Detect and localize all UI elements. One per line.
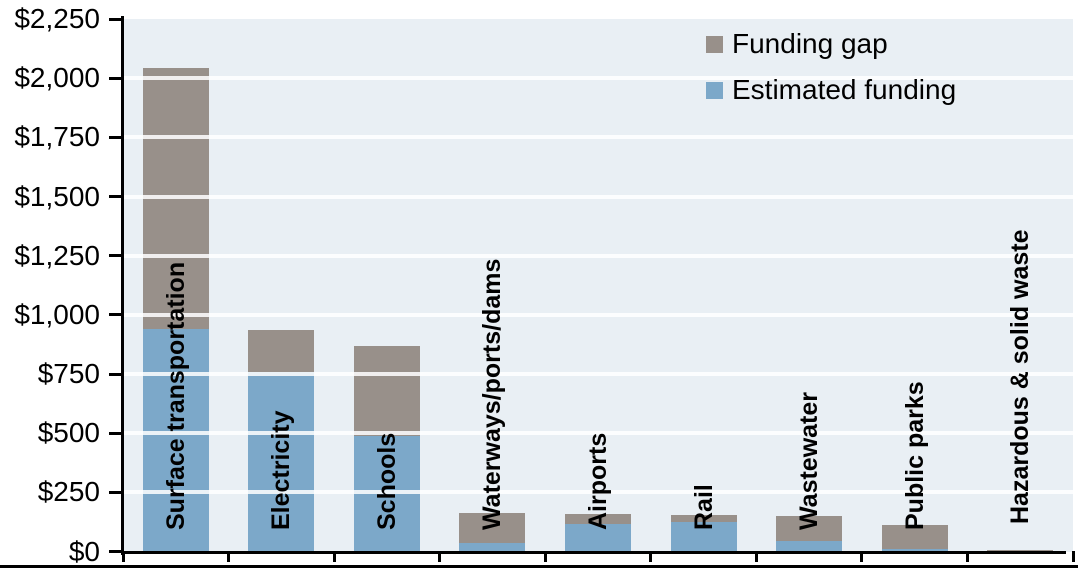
category-label: Rail <box>689 484 718 530</box>
bar-segment-estimated-funding <box>776 540 843 552</box>
x-tick <box>649 551 653 562</box>
x-tick <box>965 551 969 562</box>
x-tick <box>332 551 336 562</box>
category-label: Surface transportation <box>161 261 190 530</box>
gridline <box>123 431 1073 436</box>
category-label: Waterways/ports/dams <box>478 258 507 530</box>
gridline <box>123 490 1073 495</box>
gridline <box>123 76 1073 81</box>
legend-item: Estimated funding <box>706 74 957 105</box>
x-tick <box>121 551 125 562</box>
category-label: Electricity <box>267 410 296 530</box>
x-tick <box>543 551 547 562</box>
x-tick <box>1071 551 1075 562</box>
y-tick <box>109 372 123 376</box>
y-axis-label: $2,250 <box>14 3 100 34</box>
category-label: Airports <box>584 432 612 530</box>
gridline <box>123 372 1073 376</box>
bar-segment-funding-gap <box>565 514 631 525</box>
bar-segment-estimated-funding <box>881 548 948 552</box>
y-axis-label: $1,000 <box>14 298 100 330</box>
category-label: Schools <box>372 432 401 530</box>
bottom-border <box>0 565 1078 568</box>
bar-segment-funding-gap <box>776 516 843 541</box>
y-tick <box>109 431 123 435</box>
bar-segment-funding-gap <box>248 330 315 373</box>
x-tick <box>227 551 231 562</box>
legend-label: Estimated funding <box>732 74 957 105</box>
legend-item: Funding gap <box>706 28 956 59</box>
bar-segment-funding-gap <box>353 345 420 436</box>
y-tick <box>109 135 123 139</box>
y-axis-label: $750 <box>37 358 100 389</box>
y-axis-label: $1,750 <box>14 121 100 153</box>
bar-segment-estimated-funding <box>459 542 526 552</box>
x-tick <box>860 551 864 562</box>
y-tick <box>109 550 123 553</box>
category-label: Wastewater <box>795 391 824 530</box>
y-tick <box>109 17 123 21</box>
category-label: Public parks <box>900 381 929 530</box>
y-axis-label: $2,000 <box>14 62 100 94</box>
gridline <box>123 194 1073 199</box>
x-tick <box>754 551 758 562</box>
bar-segment-estimated-funding <box>142 328 209 552</box>
y-axis-label: $500 <box>37 417 100 449</box>
gridline <box>123 312 1073 317</box>
bar-segment-funding-gap <box>987 549 1054 551</box>
gridline <box>123 253 1073 258</box>
bar-segment-funding-gap <box>670 515 737 522</box>
y-axis-line <box>121 16 124 555</box>
legend: Funding gap Estimated funding <box>706 28 957 123</box>
y-tick <box>109 313 123 317</box>
category-label: Hazardous & solid waste <box>1006 229 1035 524</box>
bar-segment-funding-gap <box>142 68 209 329</box>
y-tick <box>109 76 123 80</box>
y-axis-label: $0 <box>68 535 100 567</box>
y-tick <box>109 254 123 258</box>
bar-segment-estimated-funding <box>670 521 737 552</box>
legend-swatch-icon <box>706 35 723 53</box>
y-axis-label: $1,500 <box>14 180 100 212</box>
legend-label: Funding gap <box>732 28 888 59</box>
x-tick <box>438 551 442 562</box>
y-tick <box>109 195 123 198</box>
bar-segment-estimated-funding <box>565 524 631 552</box>
y-axis-label: $250 <box>37 476 100 508</box>
x-axis-line <box>121 551 1066 554</box>
legend-swatch-icon <box>706 81 723 99</box>
bar-segment-estimated-funding <box>248 372 315 552</box>
bar-segment-funding-gap <box>459 513 526 543</box>
bar-segment-funding-gap <box>881 524 948 549</box>
y-axis-label: $1,250 <box>14 239 100 271</box>
gridline <box>123 135 1073 140</box>
y-tick <box>109 490 123 494</box>
